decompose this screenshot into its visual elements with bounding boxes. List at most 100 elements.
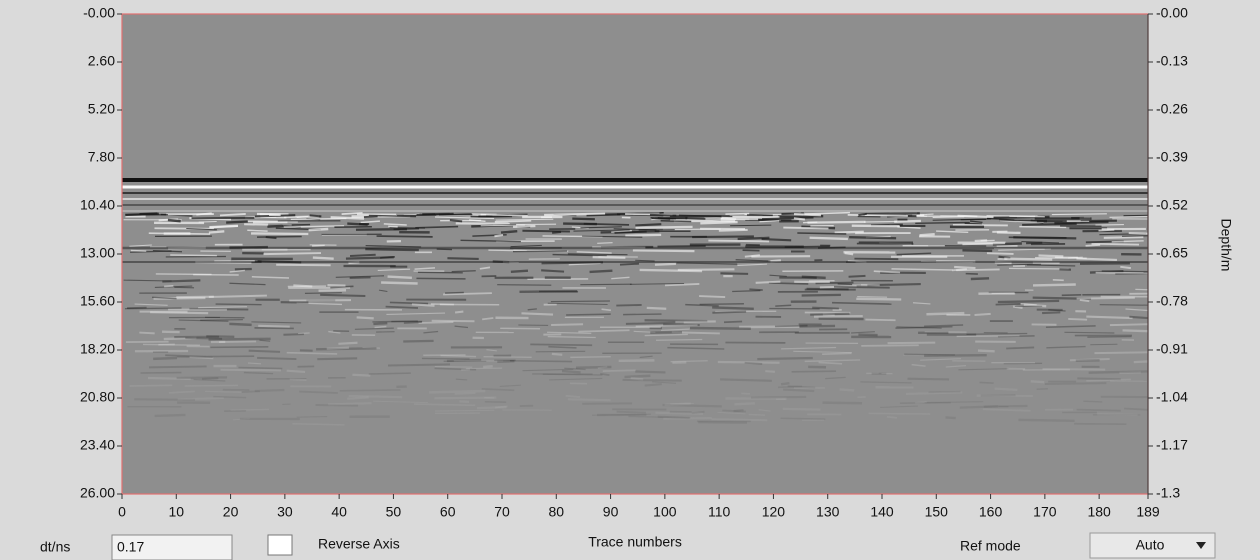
texture	[1051, 213, 1107, 216]
texture	[864, 220, 898, 223]
texture	[451, 270, 476, 273]
texture	[202, 377, 219, 380]
texture	[186, 227, 217, 231]
texture	[904, 353, 955, 357]
x-tick-label: 140	[870, 504, 894, 520]
texture	[570, 355, 611, 359]
texture	[1048, 309, 1066, 312]
texture	[241, 390, 260, 393]
ref-mode-dropdown[interactable]	[1089, 532, 1216, 559]
texture	[259, 339, 271, 342]
texture	[672, 214, 733, 218]
x-tick-label: 20	[223, 504, 239, 520]
texture	[591, 413, 651, 416]
texture	[656, 338, 703, 341]
texture	[847, 213, 908, 217]
texture	[283, 333, 304, 336]
texture	[1119, 371, 1141, 374]
texture	[414, 267, 436, 270]
texture	[791, 370, 837, 373]
texture	[616, 304, 642, 307]
texture	[368, 372, 411, 375]
texture	[903, 354, 956, 357]
texture	[1076, 257, 1117, 261]
texture	[1083, 400, 1103, 403]
texture	[628, 415, 691, 419]
texture	[825, 376, 846, 380]
texture	[263, 252, 322, 256]
texture	[335, 275, 385, 278]
texture	[649, 213, 677, 217]
texture	[290, 217, 347, 221]
texture	[614, 230, 647, 234]
texture	[566, 313, 611, 316]
texture	[667, 346, 725, 350]
texture	[916, 213, 934, 216]
texture	[725, 212, 750, 215]
texture	[711, 418, 768, 422]
texture	[541, 261, 604, 265]
texture	[431, 319, 475, 323]
texture	[1052, 278, 1064, 282]
texture	[1120, 265, 1132, 270]
x-tick-label: 180	[1087, 504, 1111, 520]
texture	[986, 252, 1014, 255]
texture	[1087, 335, 1132, 338]
texture	[769, 274, 787, 277]
texture	[962, 242, 1005, 246]
texture	[822, 401, 863, 405]
texture	[549, 377, 603, 381]
texture	[797, 232, 847, 235]
texture	[189, 356, 214, 360]
texture	[995, 303, 1021, 306]
texture	[780, 381, 790, 386]
texture	[205, 390, 242, 393]
texture	[970, 277, 990, 281]
texture	[1026, 264, 1076, 267]
texture	[573, 229, 630, 232]
y2-axis-label: Depth/m	[1218, 219, 1234, 272]
texture	[522, 229, 570, 233]
texture	[639, 268, 703, 273]
y-tick-label: 15.60	[80, 293, 115, 309]
texture	[168, 390, 195, 394]
texture	[296, 215, 308, 219]
texture	[373, 400, 428, 404]
texture	[154, 413, 186, 418]
texture	[625, 233, 662, 237]
texture	[548, 345, 577, 349]
texture	[664, 283, 700, 287]
texture	[376, 235, 433, 238]
texture	[691, 410, 705, 415]
texture	[600, 372, 610, 376]
texture	[744, 361, 763, 365]
texture	[220, 368, 282, 372]
texture	[954, 265, 976, 270]
y-tick-label: 18.20	[80, 341, 115, 357]
texture	[387, 363, 451, 367]
reverse-axis-checkbox[interactable]	[267, 534, 293, 556]
texture	[1133, 360, 1149, 364]
texture	[589, 269, 613, 274]
texture	[373, 322, 388, 326]
texture	[1013, 305, 1023, 309]
texture	[447, 257, 479, 260]
texture	[1023, 303, 1047, 308]
texture	[926, 311, 965, 316]
dt-input[interactable]	[111, 534, 233, 560]
texture	[622, 378, 682, 382]
texture	[979, 381, 994, 384]
texture	[847, 260, 867, 263]
texture	[213, 395, 247, 399]
texture	[576, 251, 612, 254]
texture	[575, 365, 612, 369]
texture	[911, 363, 926, 367]
texture	[257, 235, 302, 238]
texture	[583, 222, 630, 226]
texture	[312, 256, 334, 260]
texture	[912, 302, 931, 305]
texture	[1045, 325, 1096, 328]
texture	[247, 362, 262, 365]
texture	[895, 325, 953, 330]
texture	[568, 262, 601, 266]
